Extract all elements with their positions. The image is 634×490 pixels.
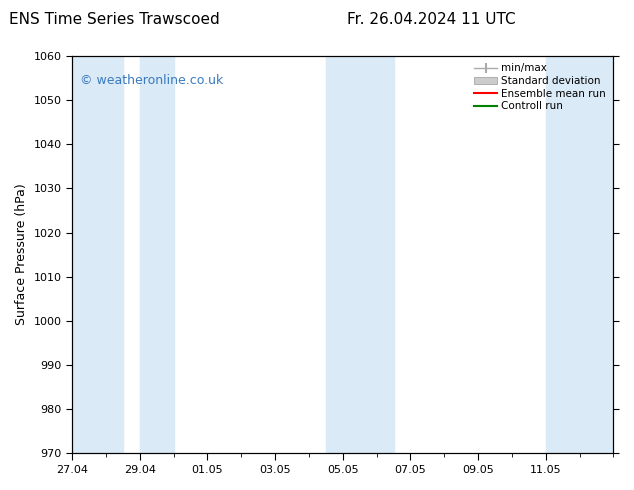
Bar: [139, 56, 174, 453]
Text: Fr. 26.04.2024 11 UTC: Fr. 26.04.2024 11 UTC: [347, 12, 515, 27]
Text: ENS Time Series Trawscoed: ENS Time Series Trawscoed: [9, 12, 219, 27]
Bar: [326, 56, 394, 453]
Text: © weatheronline.co.uk: © weatheronline.co.uk: [81, 74, 223, 87]
Bar: [546, 56, 614, 453]
Bar: [72, 56, 123, 453]
Legend: min/max, Standard deviation, Ensemble mean run, Controll run: min/max, Standard deviation, Ensemble me…: [472, 61, 608, 113]
Y-axis label: Surface Pressure (hPa): Surface Pressure (hPa): [15, 184, 28, 325]
